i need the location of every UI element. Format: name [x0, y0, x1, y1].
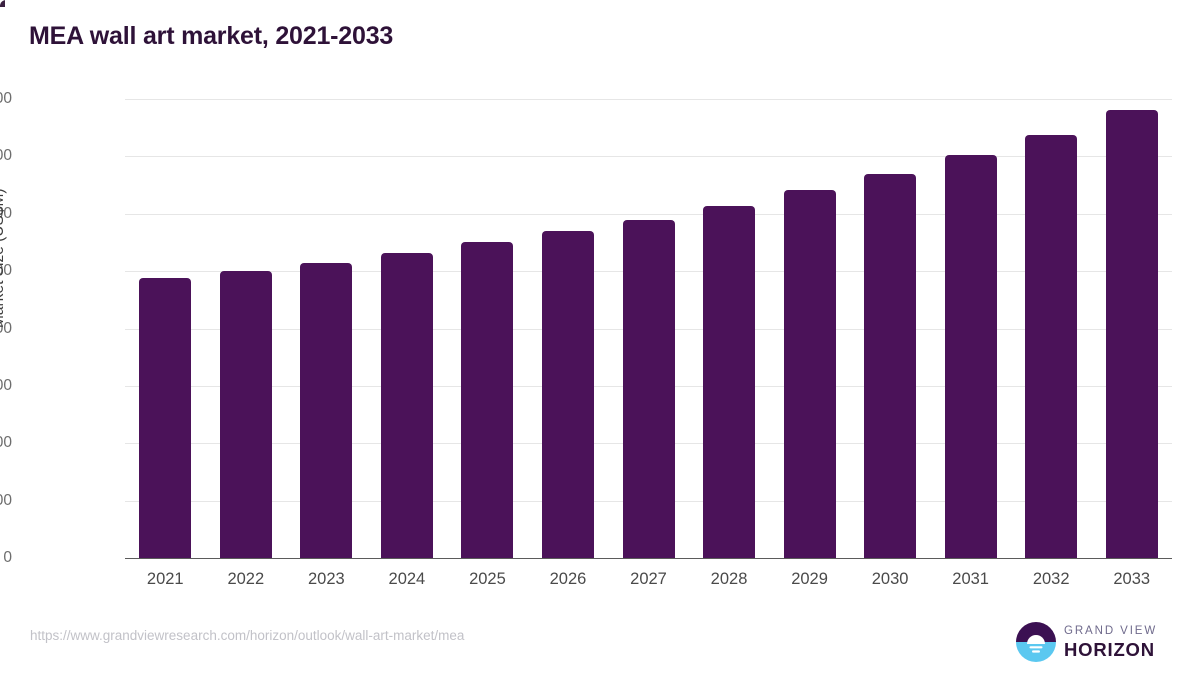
logo-wordmark: GRAND VIEW HORIZON: [1064, 624, 1157, 660]
bar-2030[interactable]: [864, 173, 917, 558]
bar-2031[interactable]: [944, 155, 997, 558]
logo-bottom-text: HORIZON: [1064, 639, 1155, 660]
x-tick-label-2022: 2022: [227, 570, 265, 588]
x-tick-label-2025: 2025: [469, 570, 506, 588]
bar-2023[interactable]: [300, 262, 353, 558]
x-tick-label-2030: 2030: [871, 570, 909, 588]
bar-2029[interactable]: [783, 190, 836, 558]
x-tick-label-2027: 2027: [630, 570, 667, 588]
y-tick-label: 1500: [0, 376, 12, 394]
bar-2021[interactable]: [139, 278, 192, 558]
gridline: [125, 99, 1172, 100]
logo-top-text: GRAND VIEW: [1064, 625, 1158, 637]
x-axis-line: [125, 558, 1172, 560]
bar-2032[interactable]: [1025, 134, 1078, 558]
bar-2027[interactable]: [622, 219, 675, 558]
x-tick-label-2023: 2023: [307, 570, 345, 588]
x-tick-label-2033: 2033: [1113, 570, 1151, 588]
page-title: MEA wall art market, 2021-2033: [29, 22, 394, 50]
bar-2022[interactable]: [219, 270, 272, 558]
y-tick-label: 0: [3, 549, 12, 566]
x-tick-label-2031: 2031: [952, 570, 989, 588]
bar-2024[interactable]: [380, 252, 433, 558]
y-tick-label: 2500: [0, 262, 12, 280]
grand-view-horizon-logo[interactable]: GRAND VIEW HORIZON: [1012, 619, 1172, 665]
x-tick-label-2026: 2026: [549, 570, 587, 588]
y-tick-label: 2000: [0, 319, 12, 337]
x-tick-label-2021: 2021: [146, 570, 184, 588]
x-tick-label-2032: 2032: [1032, 570, 1070, 588]
horizon-circle-icon: [1016, 622, 1056, 662]
x-tick-label-2028: 2028: [710, 570, 748, 588]
bar-2028[interactable]: [703, 205, 756, 558]
gridline: [125, 156, 1172, 158]
bar-2025[interactable]: [461, 241, 514, 558]
bars-layer: [125, 99, 1172, 558]
bar-2026[interactable]: [541, 230, 594, 558]
source-url[interactable]: https://www.grandviewresearch.com/horizo…: [30, 628, 465, 643]
x-tick-label-2024: 2024: [388, 570, 426, 588]
y-tick-label: 1000: [0, 434, 12, 452]
x-tick-label-2029: 2029: [791, 570, 828, 588]
gridline: [125, 213, 1172, 215]
corner-artifact: [0, 0, 5, 7]
y-tick-label: 500: [0, 491, 12, 509]
y-tick-label: 3500: [0, 147, 12, 165]
bar-2033[interactable]: [1105, 110, 1158, 558]
y-tick-label: 4000: [0, 90, 12, 107]
y-axis-title: Market Size (US$M): [0, 188, 7, 328]
